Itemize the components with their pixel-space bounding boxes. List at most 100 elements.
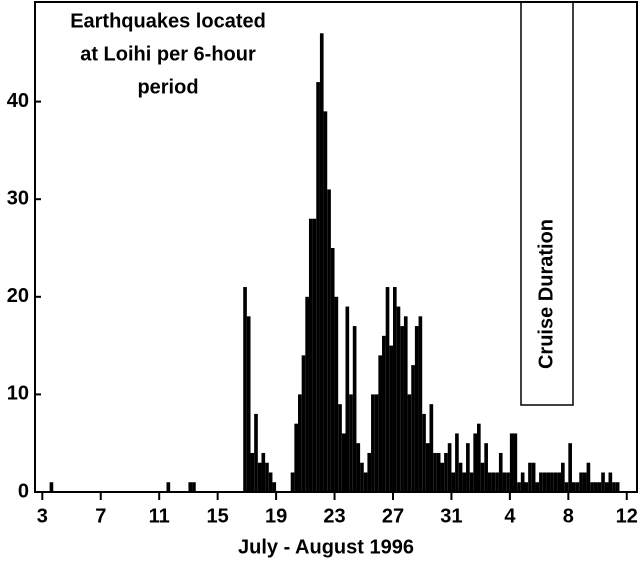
bar: [579, 472, 583, 492]
bar: [243, 287, 247, 492]
annotation-box: [520, 1, 574, 406]
bar: [535, 482, 540, 492]
bar: [498, 452, 503, 492]
bar: [593, 482, 598, 492]
bar: [487, 472, 492, 492]
y-tick-label: 10: [7, 383, 29, 405]
bar: [429, 404, 434, 492]
bar: [528, 462, 532, 492]
x-tick-label: 12: [616, 505, 638, 527]
bar: [604, 482, 609, 492]
y-tick-label: 40: [7, 90, 29, 112]
bar: [250, 452, 255, 492]
bar: [330, 248, 335, 492]
bar: [539, 472, 543, 492]
bar: [447, 443, 452, 492]
bar: [396, 306, 401, 492]
bar: [615, 482, 620, 492]
bar: [458, 462, 463, 492]
bar: [400, 326, 404, 492]
bar: [305, 296, 309, 492]
bar: [553, 472, 558, 492]
bar: [360, 462, 364, 492]
bar: [491, 472, 496, 492]
bar: [374, 394, 379, 492]
bar: [597, 482, 602, 492]
bar: [506, 472, 510, 492]
bar: [436, 452, 441, 492]
bar: [166, 482, 171, 492]
bar: [349, 394, 353, 492]
bar: [517, 482, 521, 492]
bar: [608, 472, 613, 492]
bar: [546, 472, 551, 492]
bar: [564, 482, 569, 492]
bar: [502, 472, 507, 492]
bar: [411, 365, 415, 492]
bar: [582, 472, 587, 492]
bar: [561, 462, 565, 492]
bar: [451, 472, 456, 492]
bar: [484, 443, 488, 492]
bar: [414, 326, 419, 492]
bar: [356, 443, 361, 492]
bar: [385, 287, 390, 492]
bar: [586, 462, 591, 492]
bar: [272, 482, 277, 492]
bar: [323, 111, 328, 493]
bar: [367, 452, 372, 492]
plot-frame: [34, 1, 638, 493]
bar: [352, 326, 357, 492]
x-tick-label: 27: [382, 505, 404, 527]
bar: [542, 472, 547, 492]
x-tick-label: 19: [265, 505, 287, 527]
bar: [433, 452, 437, 492]
bar: [392, 287, 397, 492]
x-tick-label: 7: [95, 505, 106, 527]
bar: [403, 316, 408, 492]
bar: [294, 423, 299, 492]
bar: [254, 413, 258, 492]
bar: [389, 345, 393, 492]
bar: [440, 462, 445, 492]
bar: [477, 423, 481, 492]
bar: [371, 394, 375, 492]
bar: [316, 82, 320, 492]
bar: [319, 33, 324, 492]
x-tick-label: 8: [563, 505, 574, 527]
bar: [531, 462, 536, 492]
chart-title: at Loihi per 6-hour: [80, 43, 256, 65]
bar: [257, 462, 262, 492]
bar: [246, 316, 251, 492]
bar: [469, 472, 474, 492]
x-tick-label: 23: [323, 505, 345, 527]
bar: [455, 433, 459, 492]
bar: [378, 355, 383, 492]
bar: [261, 452, 266, 492]
bar: [308, 218, 313, 492]
bar: [327, 189, 331, 492]
y-tick-label: 30: [7, 187, 29, 209]
bar: [265, 462, 269, 492]
bar: [49, 482, 54, 492]
bar: [550, 472, 554, 492]
bar: [268, 472, 273, 492]
bar: [192, 482, 196, 492]
bar: [298, 394, 302, 492]
annotation: Cruise Duration: [535, 219, 557, 369]
bar: [612, 482, 616, 492]
x-tick-label: 31: [440, 505, 462, 527]
bar: [575, 482, 580, 492]
x-axis-label: July - August 1996: [238, 536, 414, 558]
bar: [601, 472, 605, 492]
bar: [466, 443, 470, 492]
bar: [509, 433, 514, 492]
y-tick-label: 20: [7, 285, 29, 307]
bar: [495, 472, 499, 492]
bar: [418, 316, 423, 492]
bar: [407, 394, 412, 492]
x-tick-label: 11: [149, 505, 170, 527]
bar: [473, 433, 478, 492]
bar: [557, 472, 562, 492]
